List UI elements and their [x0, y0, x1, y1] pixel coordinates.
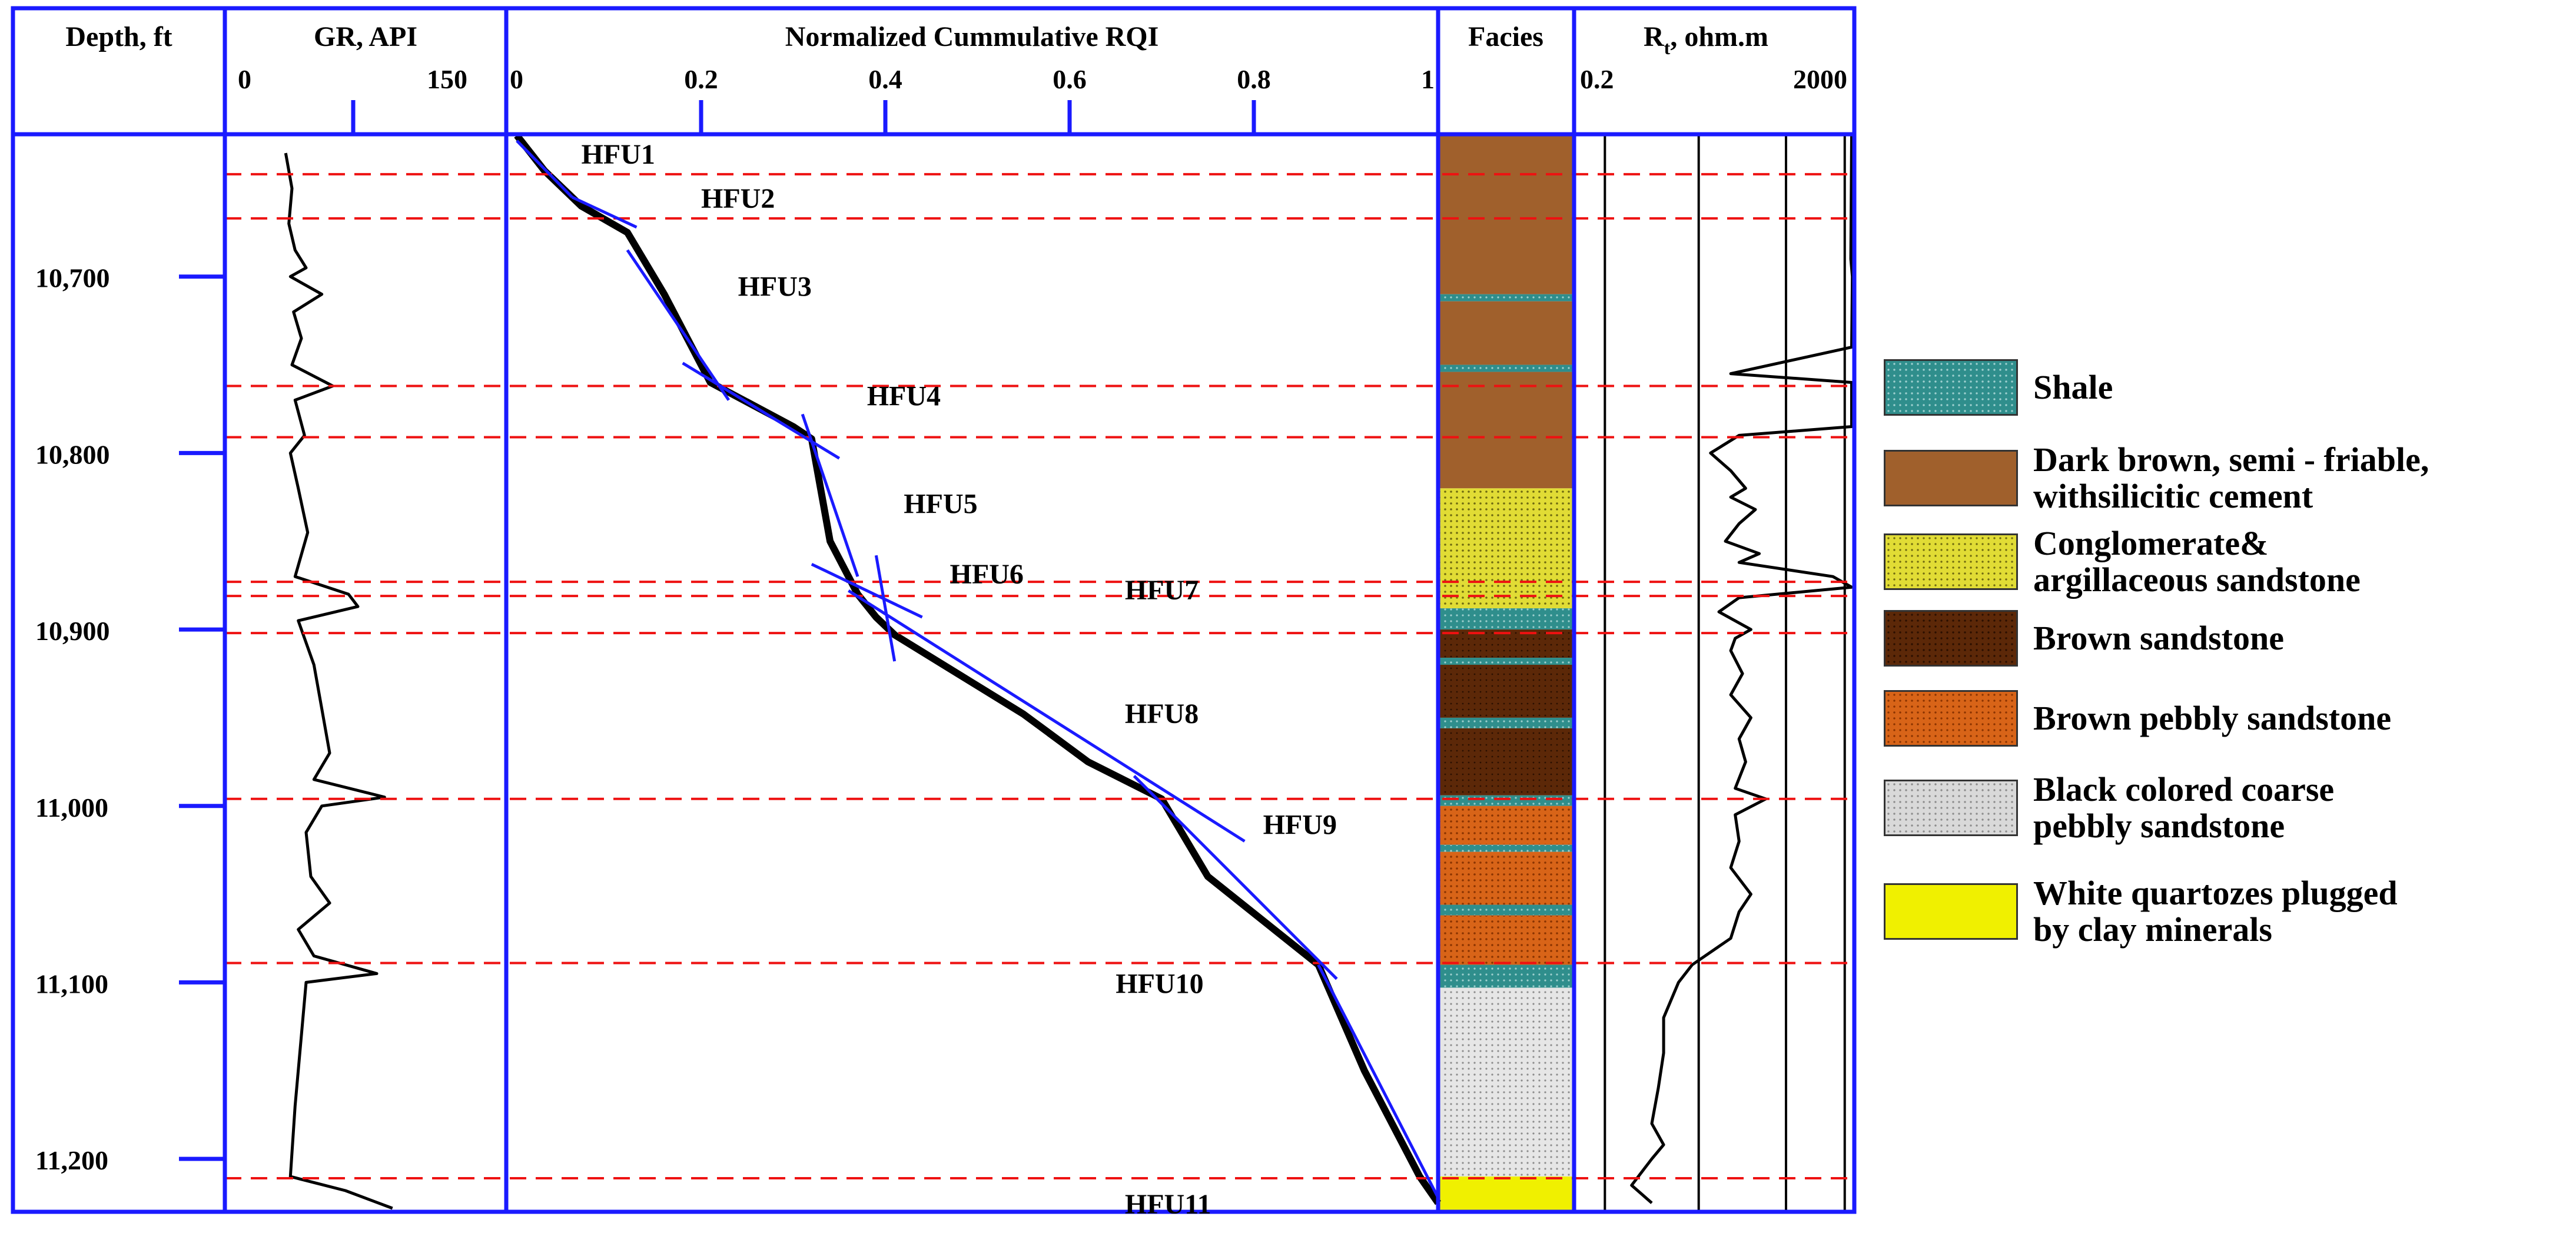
hfu-label: HFU4: [867, 381, 941, 412]
legend-label-black-coarse: Black colored coarse pebbly sandstone: [2033, 770, 2335, 845]
hfu-fit-line: [874, 555, 897, 662]
hfu-fit-lines: [516, 140, 1440, 1199]
chart-text: 10,700 10,800 10,900 11,000 11,100 11,200 0 150…: [35, 21, 1847, 1220]
facies-interval-shale: [1439, 795, 1573, 806]
hfu-label: HFU6: [950, 559, 1024, 590]
facies-interval-dark-brown: [1439, 301, 1573, 365]
facies-interval-shale: [1439, 904, 1573, 916]
rt-tick-label: 2000: [1793, 64, 1847, 94]
gr-tick-label: 0: [238, 64, 251, 94]
gr-tick-label: 150: [427, 64, 467, 94]
facies-interval-white-quartz: [1439, 1176, 1573, 1212]
legend-item-dark-brown: Dark brown, semi - friable, withsiliciti…: [1884, 442, 2429, 515]
legend-swatch-brown-pebbly: [1884, 690, 2018, 747]
legend-item-white-quartz: White quartozes plugged by clay minerals: [1884, 875, 2398, 948]
rqi-tick-label: 0.4: [868, 64, 902, 94]
facies-interval-shale: [1439, 294, 1573, 301]
facies-interval-brown-sandstone: [1439, 665, 1573, 718]
hfu-fit-line: [1133, 775, 1338, 980]
gr-track-title: GR, API: [314, 21, 417, 52]
rt-curve: [1630, 135, 1854, 1204]
facies-column: [1439, 135, 1573, 1212]
legend-swatch-brown-sandstone: [1884, 610, 2018, 667]
facies-interval-shale: [1439, 717, 1573, 728]
legend-swatch-shale: [1884, 359, 2018, 416]
facies-interval-brown-pebbly: [1439, 851, 1573, 905]
hfu-label: HFU2: [701, 183, 775, 214]
depth-track-title: Depth, ft: [65, 21, 172, 52]
facies-interval-dark-brown: [1439, 372, 1573, 489]
hfu-fit-line: [626, 249, 731, 401]
hfu-label: HFU11: [1125, 1189, 1211, 1220]
hfu-label: HFU1: [582, 139, 655, 170]
legend-item-shale: Shale: [1884, 359, 2113, 416]
depth-tick-label: 10,700: [35, 263, 110, 293]
rt-tick-label: 0.2: [1580, 64, 1614, 94]
hfu-label: HFU7: [1125, 575, 1199, 606]
legend-swatch-dark-brown: [1884, 450, 2018, 506]
facies-interval-shale: [1439, 964, 1573, 988]
rqi-tick-label: 0.8: [1237, 64, 1271, 94]
depth-tick-label: 11,000: [35, 793, 108, 823]
legend-item-conglomerate: Conglomerate& argillaceous sandstone: [1884, 525, 2361, 598]
facies-interval-shale: [1439, 658, 1573, 665]
hfu-fit-line: [1317, 964, 1440, 1199]
rqi-curve: [514, 133, 1441, 1205]
legend-item-black-coarse: Black colored coarse pebbly sandstone: [1884, 771, 2334, 844]
facies-interval-shale: [1439, 364, 1573, 372]
rqi-tick-label: 0: [510, 64, 523, 94]
chart-frame: [11, 6, 1857, 1214]
hfu-fit-line: [801, 413, 859, 577]
legend-label-white-quartz: White quartozes plugged by clay minerals: [2033, 874, 2398, 949]
legend-swatch-white-quartz: [1884, 883, 2018, 940]
log-curves: [284, 133, 1854, 1210]
legend-label-brown-sandstone: Brown sandstone: [2033, 619, 2284, 657]
facies-interval-brown-pebbly: [1439, 806, 1573, 845]
legend-item-brown-pebbly: Brown pebbly sandstone: [1884, 690, 2391, 747]
hfu-label: HFU9: [1263, 810, 1337, 841]
grid-lines: [1604, 135, 1846, 1212]
rqi-tick-label: 1: [1421, 64, 1435, 94]
facies-interval-brown-pebbly: [1439, 915, 1573, 965]
depth-tick-label: 10,900: [35, 616, 110, 646]
hfu-label: HFU8: [1125, 698, 1199, 730]
facies-interval-dark-brown: [1439, 135, 1573, 294]
legend-item-brown-sandstone: Brown sandstone: [1884, 610, 2284, 667]
facies-interval-brown-sandstone: [1439, 728, 1573, 796]
facies-track-title: Facies: [1468, 21, 1543, 52]
depth-tick-label: 11,200: [35, 1145, 108, 1175]
facies-interval-shale: [1439, 608, 1573, 630]
rqi-tick-label: 0.6: [1053, 64, 1087, 94]
legend-label-shale: Shale: [2033, 368, 2113, 406]
hfu-fit-line: [682, 362, 841, 460]
legend-label-brown-pebbly: Brown pebbly sandstone: [2033, 699, 2392, 737]
track-frames: [11, 6, 1857, 1214]
hfu-label: HFU5: [904, 488, 977, 519]
legend-label-dark-brown: Dark brown, semi - friable, withsiliciti…: [2033, 440, 2429, 515]
depth-tick-label: 10,800: [35, 439, 110, 469]
hfu-fit-line: [516, 140, 573, 198]
hfu-label: HFU10: [1116, 968, 1203, 999]
depth-tick-label: 11,100: [35, 969, 108, 999]
legend-label-conglomerate: Conglomerate& argillaceous sandstone: [2033, 524, 2361, 599]
rqi-tick-label: 0.2: [684, 64, 718, 94]
hfu-fit-line: [848, 589, 1246, 843]
rt-track-title: Rt, ohm.m: [1644, 21, 1768, 58]
hfu-fit-line: [571, 195, 638, 229]
hfu-boundaries: [225, 173, 1854, 1180]
legend-swatch-black-coarse: [1884, 780, 2018, 836]
facies-interval-conglomerate: [1439, 488, 1573, 609]
rqi-track-title: Normalized Cummulative RQI: [785, 21, 1159, 52]
hfu-fit-line: [811, 562, 923, 619]
facies-interval-black-coarse: [1439, 987, 1573, 1177]
facies-interval-shale: [1439, 844, 1573, 852]
legend-swatch-conglomerate: [1884, 533, 2018, 590]
gr-curve: [284, 153, 393, 1210]
hfu-label: HFU3: [738, 271, 812, 303]
